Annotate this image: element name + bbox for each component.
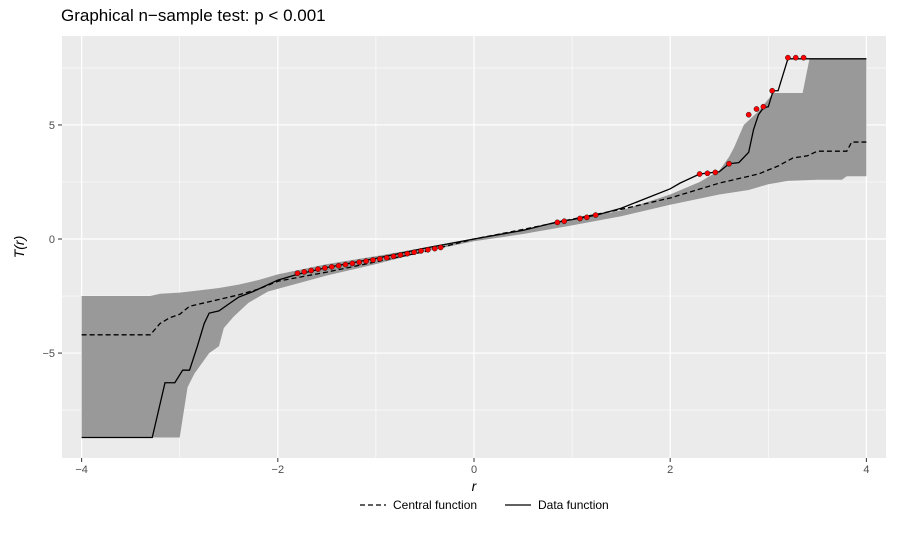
- y-tick-label: 5: [49, 120, 55, 132]
- highlight-point: [370, 257, 376, 263]
- highlight-point: [404, 250, 411, 257]
- highlight-point: [377, 256, 383, 262]
- y-tick-label: 0: [49, 234, 55, 246]
- highlight-point: [383, 254, 390, 261]
- highlight-point: [397, 252, 404, 258]
- highlight-point: [315, 266, 321, 272]
- legend-label-data: Data function: [538, 498, 609, 512]
- highlight-point: [301, 269, 308, 275]
- x-tick-label: −2: [272, 464, 285, 476]
- highlight-point: [800, 54, 807, 61]
- highlight-point: [328, 264, 335, 270]
- central-function-line: [81, 141, 867, 336]
- highlight-point: [704, 170, 711, 177]
- highlight-point: [349, 260, 356, 267]
- highlight-point: [712, 169, 719, 176]
- highlight-point: [726, 160, 732, 167]
- data-function-line: [81, 58, 867, 439]
- highlight-point: [745, 111, 752, 118]
- highlight-point: [785, 54, 791, 61]
- y-axis-label: T(r): [11, 236, 27, 259]
- highlight-point: [577, 215, 583, 222]
- x-tick-label: 2: [667, 464, 673, 476]
- highlight-point: [592, 212, 599, 218]
- highlight-point: [308, 267, 314, 274]
- highlight-point: [584, 214, 590, 221]
- envelope-band: [81, 58, 867, 438]
- highlight-point: [322, 265, 328, 271]
- highlight-point: [561, 218, 568, 225]
- highlight-point: [431, 245, 438, 252]
- x-tick-label: 0: [471, 464, 477, 476]
- x-tick-label: 4: [863, 464, 869, 476]
- highlight-point: [335, 262, 342, 269]
- highlight-point: [390, 253, 397, 260]
- highlight-point: [342, 261, 349, 268]
- highlight-point: [363, 258, 369, 264]
- chart-title: Graphical n−sample test: p < 0.001: [61, 6, 326, 25]
- highlight-point: [696, 171, 703, 177]
- highlight-point: [425, 246, 431, 253]
- x-axis-label: r: [472, 478, 478, 494]
- highlight-point: [760, 103, 767, 110]
- highlight-point: [411, 249, 417, 256]
- highlight-point: [294, 270, 301, 277]
- legend-label-central: Central function: [393, 498, 477, 512]
- highlight-point: [437, 244, 444, 251]
- x-tick-label: −4: [75, 464, 88, 476]
- highlight-point: [792, 54, 799, 61]
- highlight-point: [356, 259, 363, 266]
- highlight-point: [753, 106, 760, 112]
- highlight-point: [769, 87, 776, 94]
- highlight-point: [418, 248, 424, 254]
- y-tick-label: −5: [42, 348, 55, 360]
- highlight-point: [554, 219, 561, 226]
